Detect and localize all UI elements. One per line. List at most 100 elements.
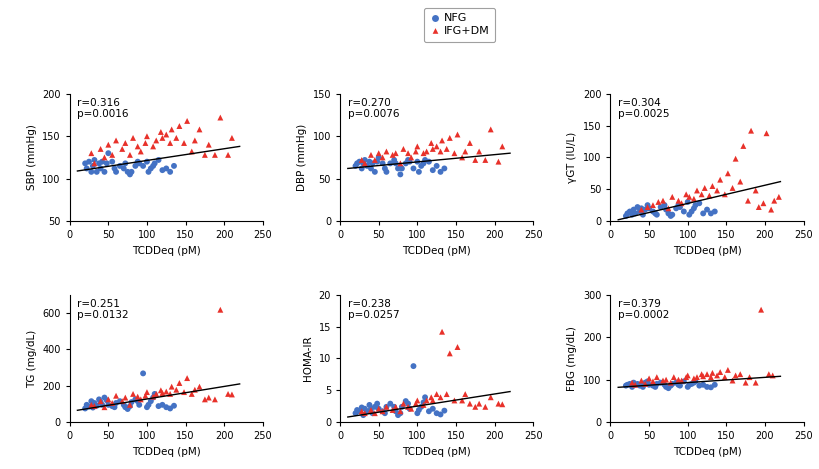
Point [433,148,446,155]
Point [156,401,169,408]
Point [435,328,448,335]
Point [140,158,153,166]
Point [440,390,453,398]
Point [102,150,115,157]
Point [156,134,169,142]
Point [416,150,429,157]
Point [681,383,694,391]
Point [124,398,138,406]
Point [396,400,410,408]
Point [173,379,186,387]
Point [113,162,126,170]
Point [495,401,509,408]
Point [661,385,674,392]
Point [97,394,111,401]
Text: r=0.304
p=0.0025: r=0.304 p=0.0025 [618,98,669,119]
Point [638,380,651,388]
Point [649,211,663,219]
Point [389,159,402,167]
Point [93,396,106,403]
Point [404,405,417,413]
Point [403,158,416,166]
Point [170,134,183,142]
Point [119,403,132,411]
Point [138,392,152,400]
Point [663,212,676,219]
Point [740,197,753,204]
Point [126,134,139,142]
Point [106,151,119,159]
Point [630,380,643,388]
Point [704,210,717,217]
Point [709,372,722,379]
Point [350,159,363,167]
Point [393,409,406,417]
Point [202,141,215,149]
Point [634,377,647,384]
Point [447,397,460,404]
Point [94,145,107,153]
Point [106,158,119,166]
X-axis label: TCDDeq (pM): TCDDeq (pM) [132,246,201,256]
Point [185,148,198,155]
Point [379,403,392,410]
Point [378,165,391,172]
Text: r=0.238
p=0.0257: r=0.238 p=0.0257 [347,299,399,320]
Point [368,409,381,417]
Point [450,131,464,138]
Point [658,376,672,384]
X-axis label: TCDDeq (pM): TCDDeq (pM) [402,246,470,256]
Point [185,390,198,398]
Point [733,371,746,378]
Point [483,393,496,401]
Point [418,393,431,401]
Point [356,159,369,167]
Point [160,403,173,411]
Point [389,150,402,157]
Point [749,187,762,194]
Point [690,373,703,381]
Point [645,378,658,385]
Point [721,170,734,177]
Point [147,143,160,150]
Point [728,155,741,162]
Y-axis label: γGT (IU/L): γGT (IU/L) [567,132,577,183]
Point [188,386,201,393]
Point [142,168,155,175]
Point [717,190,731,198]
Point [665,193,678,201]
Point [364,165,377,172]
Point [468,403,482,410]
Point [198,151,211,159]
Point [368,403,381,410]
Point [360,408,373,415]
Point [713,368,726,376]
Point [674,199,687,207]
Point [455,154,468,161]
Point [450,343,464,351]
Point [753,306,767,313]
Point [133,401,146,408]
Point [406,363,419,370]
Point [395,403,408,410]
Point [447,150,460,157]
Point [435,136,448,144]
Point [370,400,383,408]
Text: r=0.251
p=0.0132: r=0.251 p=0.0132 [77,299,129,320]
Point [667,373,680,381]
Point [136,370,149,377]
Point [419,397,432,404]
Point [705,182,718,190]
Point [409,400,422,408]
Point [180,374,193,382]
Point [129,162,142,170]
Point [627,206,640,213]
Point [383,400,396,408]
Point [491,400,505,408]
Point [102,401,115,408]
Point [443,134,456,142]
Point [696,381,709,388]
Point [387,156,400,164]
Point [121,168,134,175]
Point [708,381,721,388]
